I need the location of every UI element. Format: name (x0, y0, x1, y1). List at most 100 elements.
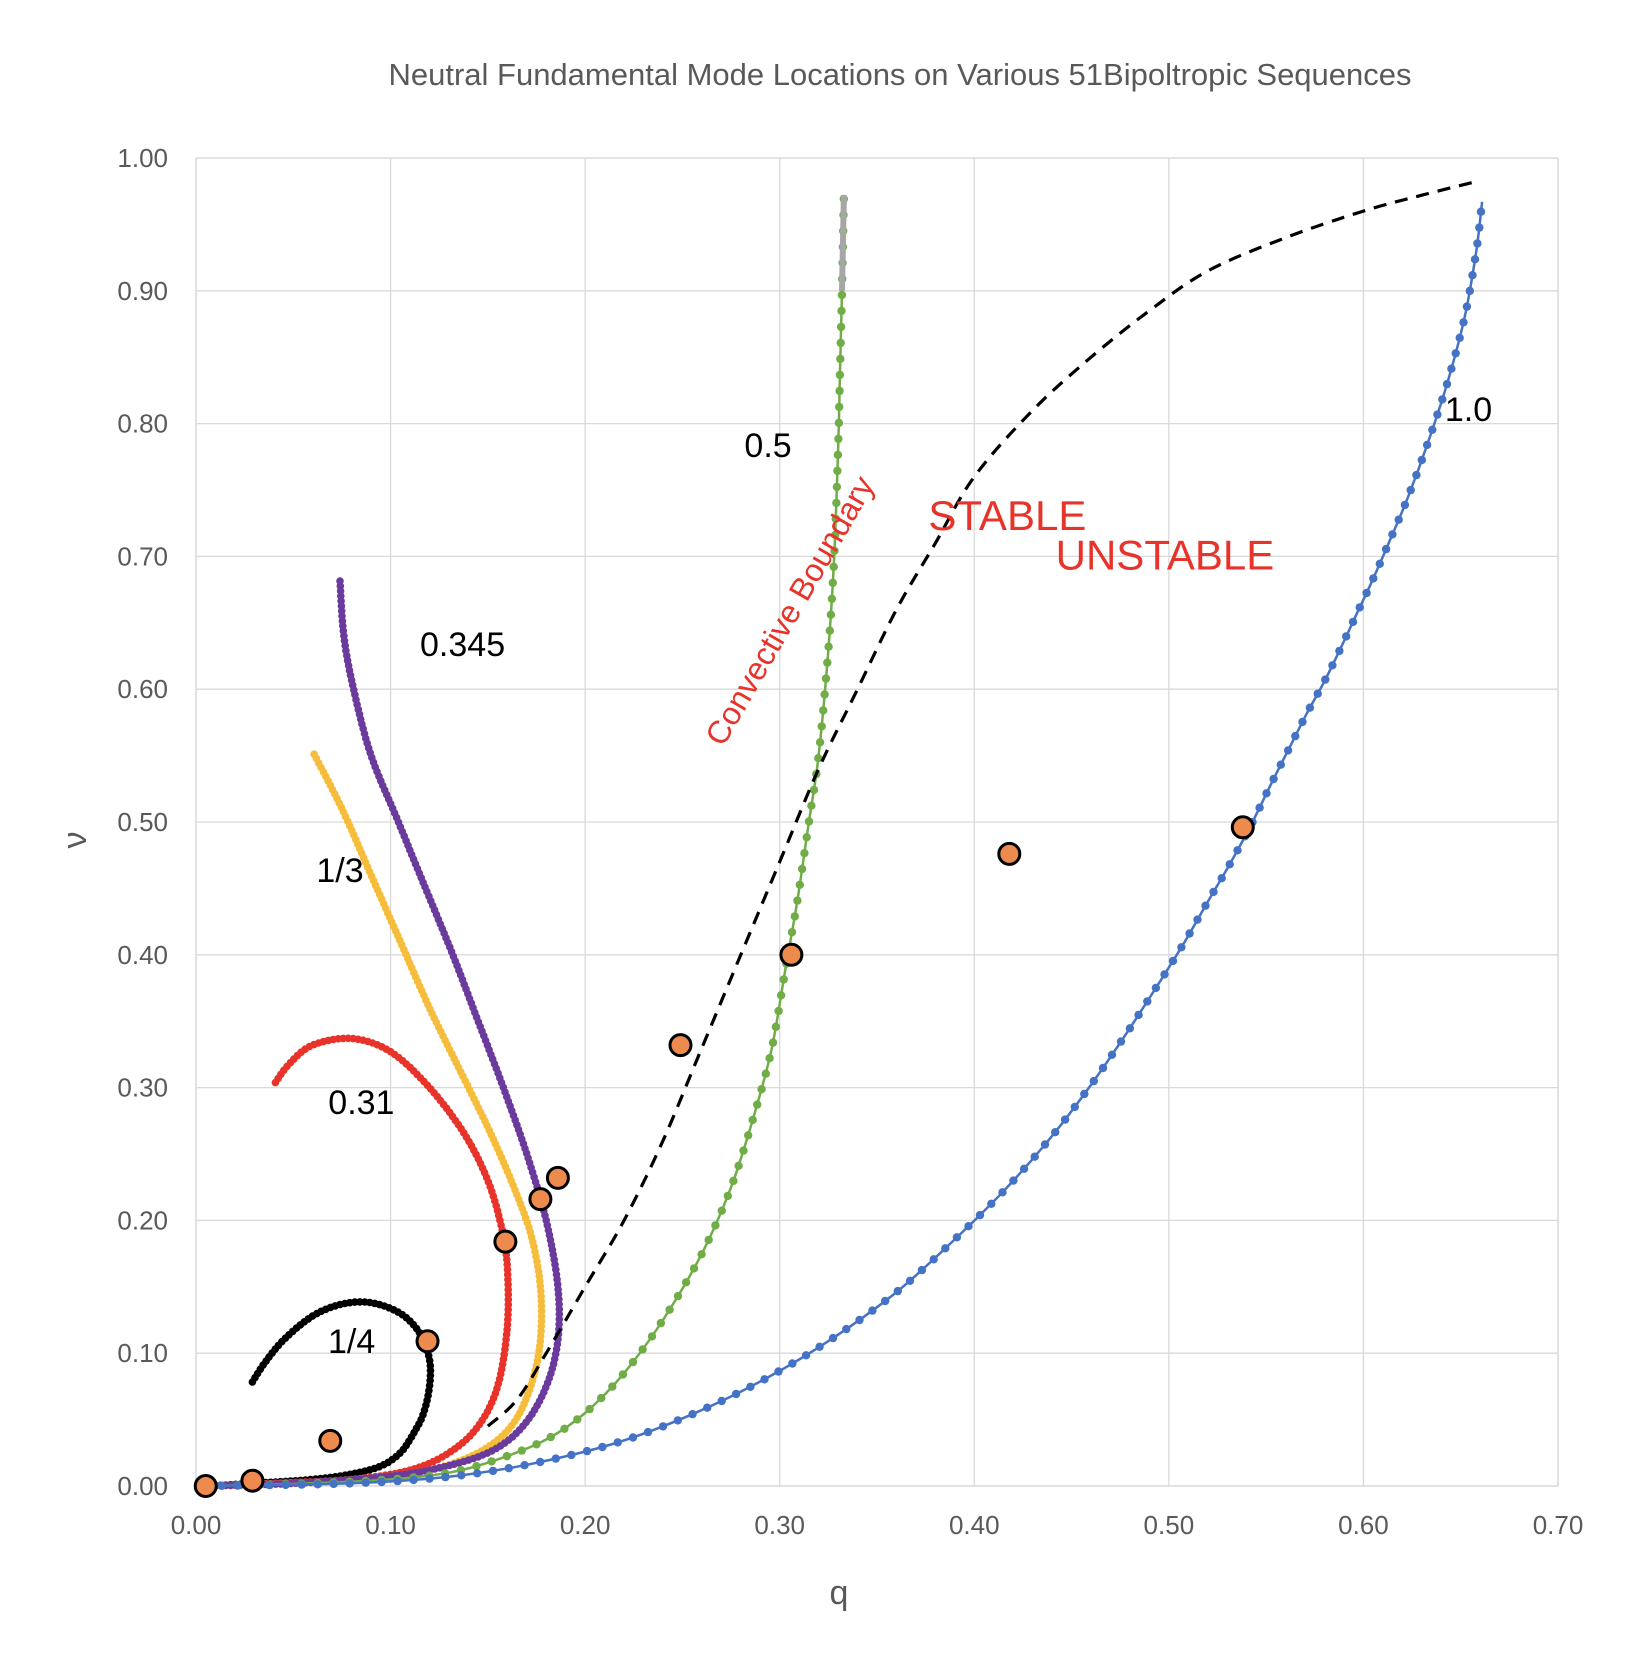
x-axis-label: q (830, 1574, 849, 1612)
series-marker (643, 1427, 653, 1437)
series-marker (1362, 588, 1371, 598)
series-marker (817, 722, 826, 731)
series-marker (457, 1471, 466, 1480)
series-label-1-4: 1/4 (328, 1323, 375, 1361)
neutral-mode-point (240, 1468, 265, 1493)
series-label-0-5: 0.5 (744, 427, 791, 465)
series-marker (1255, 803, 1264, 812)
series-marker (425, 1474, 434, 1483)
series-marker (233, 1481, 242, 1490)
series-marker (1283, 746, 1293, 755)
series-marker (1262, 789, 1271, 798)
neutral-mode-point (193, 1474, 218, 1498)
series-marker (814, 754, 823, 763)
series-marker (776, 991, 786, 1000)
series-marker (1438, 395, 1447, 404)
series-marker (297, 1480, 306, 1489)
series-marker (731, 1389, 741, 1399)
series-marker (1412, 470, 1421, 480)
series-marker (815, 1342, 824, 1352)
y-tick-label: 0.00 (117, 1471, 168, 1501)
series-marker (827, 594, 837, 603)
series-marker (665, 1305, 674, 1314)
series-marker (829, 562, 838, 571)
series-marker (734, 1161, 743, 1171)
y-tick-label: 1.00 (117, 143, 168, 173)
series-marker (1298, 717, 1307, 727)
series-marker (804, 817, 814, 826)
series-marker (487, 1457, 496, 1466)
series-marker (787, 928, 797, 937)
y-tick-label: 0.30 (117, 1073, 168, 1103)
series-1-4 (201, 1298, 435, 1490)
series-label-0-31: 0.31 (328, 1084, 394, 1122)
series-marker (1355, 603, 1364, 612)
y-tick-label: 0.80 (117, 409, 168, 439)
annotation-convective-boundary: Convective Boundary (698, 470, 881, 751)
series-label-0-345: 0.345 (420, 626, 505, 664)
series-marker (821, 674, 831, 683)
series-marker (598, 1442, 607, 1452)
series-marker (673, 1416, 682, 1425)
series-marker (1107, 1050, 1117, 1060)
series-marker (744, 1131, 753, 1140)
series-marker (409, 1475, 418, 1485)
series-marker (835, 386, 844, 396)
series-marker (1328, 661, 1337, 670)
series-marker (1342, 632, 1351, 641)
y-tick-label: 0.90 (117, 276, 168, 306)
series-marker (1455, 333, 1464, 342)
series-marker (673, 1291, 683, 1301)
series-marker (1134, 1010, 1143, 1020)
series-marker (820, 690, 829, 699)
series-marker (1381, 544, 1391, 554)
neutral-mode-point (1230, 815, 1255, 840)
series-marker (1070, 1102, 1080, 1112)
series-marker (1465, 286, 1475, 296)
y-tick-label: 0.10 (117, 1338, 168, 1368)
series-marker (836, 338, 845, 348)
series-marker (1080, 1089, 1089, 1099)
series-1-0 (201, 201, 1486, 1491)
series-line (486, 179, 1481, 1428)
series-marker (681, 1278, 691, 1287)
series-marker (647, 1332, 657, 1341)
series-marker (1375, 559, 1385, 568)
series-marker (774, 1006, 783, 1016)
series-marker (1459, 318, 1468, 327)
series-marker (618, 1370, 628, 1379)
plot-frame (195, 157, 1559, 1487)
series-marker (893, 1286, 902, 1296)
series-marker (729, 1176, 738, 1186)
neutral-mode-point (415, 1329, 440, 1354)
series-marker (1168, 956, 1178, 966)
x-tick-label: 0.70 (1533, 1510, 1584, 1540)
series-marker (1040, 1140, 1050, 1149)
series-marker (551, 1454, 560, 1463)
series-marker (1060, 1115, 1070, 1124)
series-marker (248, 1378, 257, 1386)
series-marker (1019, 1164, 1029, 1174)
series-marker (441, 1472, 450, 1482)
series-marker (831, 514, 840, 524)
series-marker (819, 706, 828, 715)
series-marker (868, 1306, 877, 1315)
series-marker (1473, 239, 1482, 248)
series-marker (998, 1188, 1007, 1197)
series-marker (835, 402, 844, 412)
series-marker (393, 1476, 402, 1486)
series-marker (329, 1479, 338, 1489)
series-marker (917, 1265, 927, 1275)
series-marker (517, 1446, 526, 1455)
series-marker (855, 1315, 864, 1325)
series-marker (1193, 915, 1202, 924)
series-marker (532, 1440, 541, 1449)
series-marker (336, 577, 344, 585)
series-marker (1428, 425, 1437, 434)
series-marker (1313, 689, 1322, 698)
x-tick-label: 0.00 (171, 1510, 222, 1540)
series-marker (833, 466, 842, 476)
series-marker (1201, 901, 1210, 910)
